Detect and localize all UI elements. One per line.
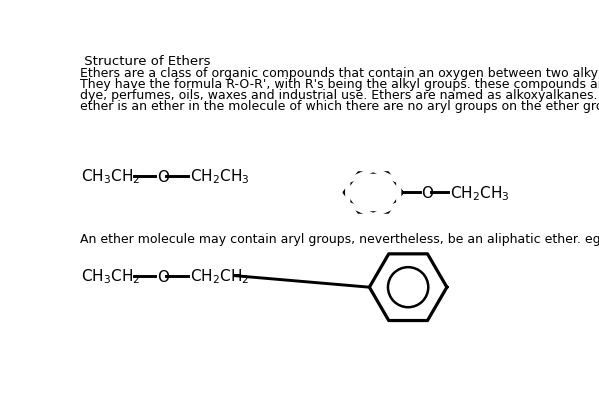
Text: ether is an ether in the molecule of which there are no aryl groups on the ether: ether is an ether in the molecule of whi… bbox=[80, 99, 599, 112]
Text: $\mathsf{CH_2CH_2}$: $\mathsf{CH_2CH_2}$ bbox=[189, 266, 249, 285]
Text: Ethers are a class of organic compounds that contain an oxygen between two alkyl: Ethers are a class of organic compounds … bbox=[80, 67, 599, 80]
Text: $\mathsf{O}$: $\mathsf{O}$ bbox=[157, 168, 170, 184]
Text: An ether molecule may contain aryl groups, nevertheless, be an aliphatic ether. : An ether molecule may contain aryl group… bbox=[80, 232, 599, 245]
Text: They have the formula R-O-R', with R's being the alkyl groups. these compounds a: They have the formula R-O-R', with R's b… bbox=[80, 78, 599, 91]
Text: $\mathsf{CH_2CH_3}$: $\mathsf{CH_2CH_3}$ bbox=[189, 167, 249, 185]
Text: $\mathsf{O}$: $\mathsf{O}$ bbox=[421, 185, 434, 201]
Text: Structure of Ethers: Structure of Ethers bbox=[80, 55, 210, 68]
Text: dye, perfumes, oils, waxes and industrial use. Ethers are named as alkoxyalkanes: dye, perfumes, oils, waxes and industria… bbox=[80, 89, 599, 102]
Text: $\mathsf{O}$: $\mathsf{O}$ bbox=[157, 268, 170, 284]
Text: $\mathsf{CH_3CH_2}$: $\mathsf{CH_3CH_2}$ bbox=[81, 266, 141, 285]
Text: $\mathsf{CH_2CH_3}$: $\mathsf{CH_2CH_3}$ bbox=[450, 184, 510, 202]
Text: $\mathsf{CH_3CH_2}$: $\mathsf{CH_3CH_2}$ bbox=[81, 167, 141, 185]
